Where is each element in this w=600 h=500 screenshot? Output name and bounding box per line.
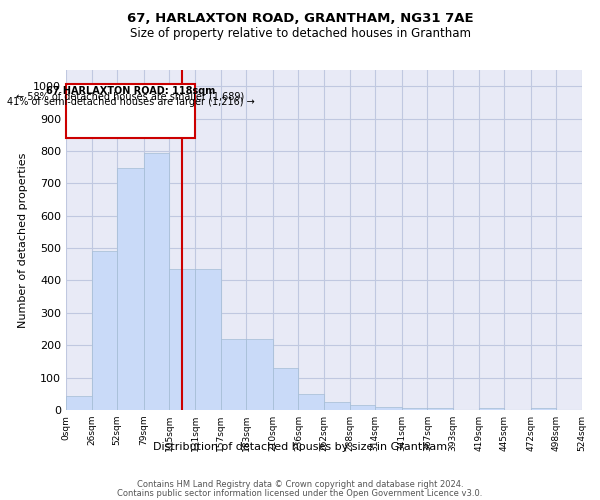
Text: Size of property relative to detached houses in Grantham: Size of property relative to detached ho… xyxy=(130,28,470,40)
Text: Contains public sector information licensed under the Open Government Licence v3: Contains public sector information licen… xyxy=(118,489,482,498)
Bar xyxy=(195,269,221,410)
Bar xyxy=(144,153,169,410)
Bar xyxy=(298,394,324,410)
Text: 41% of semi-detached houses are larger (1,216) →: 41% of semi-detached houses are larger (… xyxy=(7,97,254,107)
Text: ← 58% of detached houses are smaller (1,689): ← 58% of detached houses are smaller (1,… xyxy=(16,92,245,102)
Bar xyxy=(375,408,402,410)
Text: Contains HM Land Registry data © Crown copyright and database right 2024.: Contains HM Land Registry data © Crown c… xyxy=(137,480,463,489)
Bar xyxy=(92,252,117,410)
Bar xyxy=(221,339,246,410)
Bar xyxy=(427,408,453,410)
Text: 67, HARLAXTON ROAD, GRANTHAM, NG31 7AE: 67, HARLAXTON ROAD, GRANTHAM, NG31 7AE xyxy=(127,12,473,26)
Bar xyxy=(246,339,273,410)
Bar xyxy=(350,405,375,410)
FancyBboxPatch shape xyxy=(66,84,195,138)
Text: Distribution of detached houses by size in Grantham: Distribution of detached houses by size … xyxy=(153,442,447,452)
Bar xyxy=(66,396,92,410)
Text: 67 HARLAXTON ROAD: 118sqm: 67 HARLAXTON ROAD: 118sqm xyxy=(46,86,215,96)
Bar xyxy=(479,408,504,410)
Bar xyxy=(324,402,350,410)
Y-axis label: Number of detached properties: Number of detached properties xyxy=(17,152,28,328)
Bar xyxy=(169,269,195,410)
Bar xyxy=(402,408,427,410)
Bar xyxy=(117,168,144,410)
Bar xyxy=(273,368,298,410)
Bar xyxy=(531,408,556,410)
